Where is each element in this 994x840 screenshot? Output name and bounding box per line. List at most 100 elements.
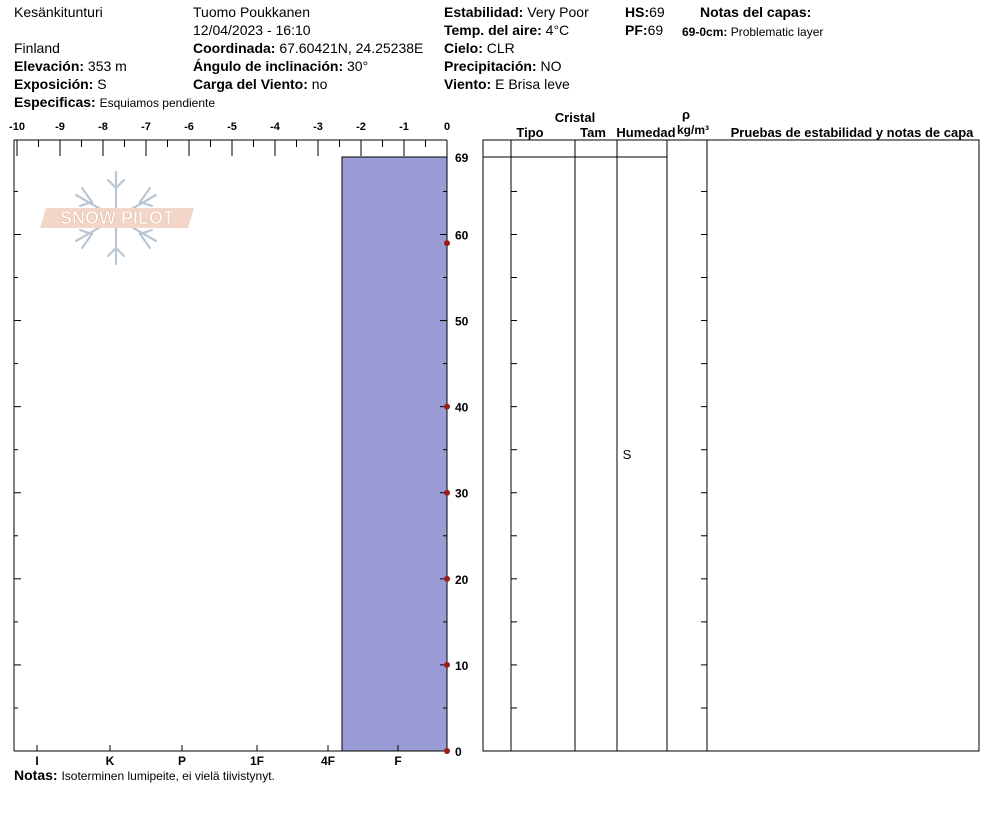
temp-tick-label-0: -10	[9, 121, 25, 133]
observation-datetime: 12/04/2023 - 16:10	[193, 22, 311, 38]
tests-header: Pruebas de estabilidad y notas de capa	[731, 125, 975, 140]
air-temp-label: Temp. del aire:	[444, 22, 542, 38]
notes-value: Isoterminen lumipeite, ei vielä tiivisty…	[61, 769, 275, 783]
temp-tick-label-4: -6	[184, 121, 194, 133]
aspect-value: S	[97, 76, 107, 92]
height-ticks: 69 60 50 40 30 20 10 0	[14, 151, 469, 759]
wind-value: E Brisa leve	[495, 76, 570, 92]
temp-tick-label-7: -3	[313, 121, 323, 133]
height-label-3: 40	[455, 401, 469, 415]
logo-banner	[40, 208, 194, 228]
logo-text: SNOW PILOT	[60, 208, 174, 228]
temp-tick-label-8: -2	[356, 121, 366, 133]
hardness-label-3: 1F	[250, 754, 264, 768]
elevation-row: Elevación: 353 m	[14, 58, 127, 74]
layer-bar-0	[341, 156, 448, 752]
notes-label: Notas:	[14, 767, 58, 783]
height-label-6: 10	[455, 659, 469, 673]
hs-label: HS:	[625, 4, 650, 20]
layer-bars	[341, 156, 448, 752]
wind-load-value: no	[311, 76, 328, 92]
height-label-0: 69	[455, 151, 469, 165]
temperature-points	[444, 240, 450, 754]
hardness-label-0: I	[35, 754, 38, 768]
stability-row: Estabilidad: Very Poor	[444, 4, 589, 20]
tam-header: Tam	[580, 125, 606, 140]
slope-label: Ángulo de inclinación:	[193, 58, 344, 74]
aspect-label: Exposición:	[14, 76, 94, 92]
hs-value: 69	[649, 4, 665, 20]
hardness-label-1: K	[106, 754, 115, 768]
density-unit-header: kg/m³	[677, 123, 709, 137]
sky-row: Cielo: CLR	[444, 40, 515, 56]
hardness-label-5: F	[394, 754, 401, 768]
temp-point-1	[444, 403, 450, 410]
stability-value: Very Poor	[527, 4, 589, 20]
temp-tick-label-2: -8	[98, 121, 108, 133]
tipo-header: Tipo	[516, 125, 543, 140]
height-label-5: 20	[455, 573, 469, 587]
height-label-7: 0	[455, 745, 462, 759]
air-temp-value: 4°C	[545, 22, 570, 38]
temp-point-5	[444, 748, 450, 754]
pf-row: PF:69	[625, 22, 663, 38]
crystal-header: Cristal	[555, 110, 595, 125]
temp-tick-label-10: 0	[444, 121, 450, 133]
temp-point-2	[444, 489, 450, 496]
wind-load-row: Carga del Viento: no	[193, 76, 327, 92]
rho-header: ρ	[682, 107, 690, 122]
specifics-row: Especificas: Esquiamos pendiente	[14, 94, 215, 111]
slope-row: Ángulo de inclinación: 30°	[193, 58, 368, 74]
pf-label: PF:	[625, 22, 648, 38]
height-label-2: 50	[455, 315, 469, 329]
location-name: Kesänkitunturi	[14, 4, 103, 20]
snowpilot-logo: SNOW PILOT	[40, 170, 194, 266]
layer-notes-label: Notas del capas:	[700, 4, 812, 20]
wind-row: Viento: E Brisa leve	[444, 76, 570, 92]
hardness-label-2: P	[178, 754, 186, 768]
sky-label: Cielo:	[444, 40, 483, 56]
aspect-row: Exposición: S	[14, 76, 107, 92]
temp-tick-label-6: -4	[270, 121, 281, 133]
height-label-1: 60	[455, 228, 469, 242]
temp-tick-label-9: -1	[399, 121, 409, 133]
humedad-header: Humedad	[616, 125, 675, 140]
temp-point-4	[444, 661, 450, 668]
elevation-label: Elevación:	[14, 58, 85, 74]
table-height-ticks	[511, 190, 707, 752]
precip-row: Precipitación: NO	[444, 58, 561, 74]
layer-table-frame	[482, 139, 980, 752]
layer-note-depth: 69-0cm:	[682, 25, 728, 39]
temperature-ticks: -10 -9 -8 -7 -6 -5 -4 -3 -2 -1 0	[9, 121, 450, 156]
temp-tick-label-5: -5	[227, 121, 237, 133]
hardness-axis: I K P 1F 4F F	[35, 745, 402, 768]
hardness-label-4: 4F	[321, 754, 335, 768]
precip-label: Precipitación:	[444, 58, 537, 74]
country: Finland	[14, 40, 60, 56]
hs-row: HS:69	[625, 4, 665, 20]
temp-point-3	[444, 575, 450, 582]
notes-row: Notas: Isoterminen lumipeite, ei vielä t…	[14, 767, 275, 784]
slope-value: 30°	[347, 58, 369, 74]
elevation-value: 353 m	[87, 58, 127, 74]
sky-value: CLR	[486, 40, 515, 56]
layer-note-text: Problematic layer	[730, 25, 824, 39]
temp-tick-label-3: -7	[141, 121, 151, 133]
stability-label: Estabilidad:	[444, 4, 524, 20]
temp-point-0	[444, 240, 450, 247]
wind-load-label: Carga del Viento:	[193, 76, 308, 92]
precip-value: NO	[540, 58, 562, 74]
pf-value: 69	[647, 22, 664, 38]
observer-name: Tuomo Poukkanen	[193, 4, 310, 20]
wind-label: Viento:	[444, 76, 492, 92]
coordinates-label: Coordinada:	[193, 40, 276, 56]
layer-note-row: 69-0cm: Problematic layer	[682, 24, 823, 40]
coordinates-row: Coordinada: 67.60421N, 24.25238E	[193, 40, 423, 56]
air-temp-row: Temp. del aire: 4°C	[444, 22, 569, 38]
temp-tick-label-1: -9	[55, 121, 65, 133]
specifics-value: Esquiamos pendiente	[99, 96, 216, 110]
coordinates-value: 67.60421N, 24.25238E	[279, 40, 424, 56]
layer-moisture-value: S	[623, 447, 632, 462]
height-label-4: 30	[455, 487, 469, 501]
